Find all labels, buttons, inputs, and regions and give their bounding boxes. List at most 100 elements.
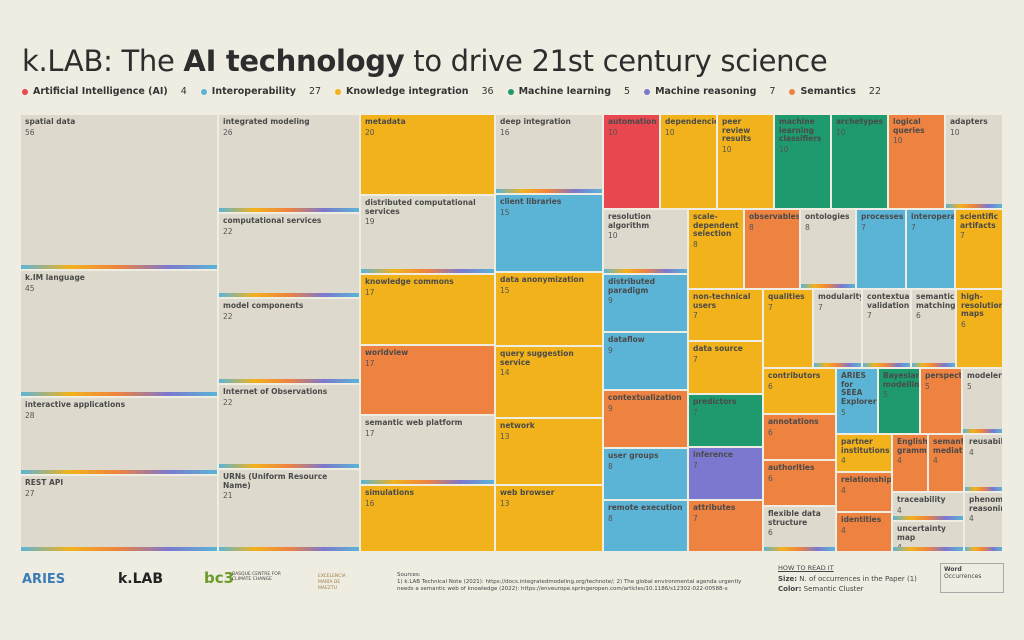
cell-value: 17 xyxy=(365,358,375,368)
cell-value: 7 xyxy=(818,302,823,312)
cell-value: 45 xyxy=(25,283,35,293)
treemap-cell: reusability4 xyxy=(964,434,1003,492)
cell-label: REST API 27 xyxy=(25,478,214,498)
legend-size: Size: N. of occurrences in the Paper (1) xyxy=(778,575,917,583)
title-part: k.LAB: The xyxy=(22,44,184,78)
text: Semantic Cluster xyxy=(803,585,864,593)
cell-name: user groups xyxy=(608,451,659,460)
treemap-cell: predictors 7 xyxy=(688,394,763,447)
legend-dot xyxy=(644,88,651,95)
cell-label: computational services 22 xyxy=(223,216,356,236)
key-occurrences: Occurrences xyxy=(944,573,982,580)
sources-heading: Sources: xyxy=(397,572,421,578)
cell-name: resolution algorithm xyxy=(608,212,651,230)
treemap-cell: flexible data structure 6 xyxy=(763,506,836,552)
logo-text: BASQUE CENTRE FOR CLIMATE CHANGE xyxy=(232,572,281,583)
cell-name: observables xyxy=(749,212,800,221)
cell-name: qualities xyxy=(768,292,805,301)
legend-dot xyxy=(200,88,207,95)
cell-label: Bayesian modelling5 xyxy=(883,371,919,400)
cell-label: high-resolution maps 6 xyxy=(961,292,1002,330)
treemap-cell: Internet of Observations 22 xyxy=(218,384,360,469)
cell-label: contributors 6 xyxy=(768,371,832,391)
treemap-cell: user groups 8 xyxy=(603,448,688,500)
cell-value: 17 xyxy=(365,287,375,297)
legend-count: 5 xyxy=(624,86,631,97)
cell-value: 28 xyxy=(25,410,35,420)
cell-value: 5 xyxy=(967,381,972,391)
cell-name: semantic mediation xyxy=(933,437,964,455)
cell-label: web browser 13 xyxy=(500,488,599,508)
cell-value: 4 xyxy=(969,514,974,524)
legend-dot xyxy=(507,88,514,95)
cell-label: data anonymization 15 xyxy=(500,275,599,295)
cell-value: 7 xyxy=(693,460,698,470)
cell-value: 7 xyxy=(861,222,866,232)
cell-value: 21 xyxy=(223,491,233,501)
cell-value: 16 xyxy=(365,498,375,508)
cell-value: 6 xyxy=(768,427,773,437)
cell-label: semantic mediation4 xyxy=(933,437,963,466)
treemap-cell: URNs (Uniform Resource Name) 21 xyxy=(218,469,360,552)
cell-value: 22 xyxy=(223,311,233,321)
legend-item: Knowledge integration 36 xyxy=(335,86,494,97)
cell-value: 7 xyxy=(693,354,698,364)
cell-name: computational services xyxy=(223,216,322,225)
cluster-strip xyxy=(965,547,1002,551)
cell-label: predictors 7 xyxy=(693,397,759,417)
cell-name: ontologies xyxy=(805,212,850,221)
cell-name: spatial data xyxy=(25,117,76,126)
legend-name: Artificial Intelligence (AI) xyxy=(33,86,168,97)
treemap-cell: peer review results 10 xyxy=(717,114,774,209)
cluster-strip xyxy=(361,269,494,273)
cluster-strip xyxy=(219,379,359,383)
cell-name: English grammar xyxy=(897,437,928,455)
cell-value: 6 xyxy=(916,311,921,321)
treemap-cell: scientific artifacts 7 xyxy=(955,209,1003,289)
cell-name: reusability xyxy=(969,437,1003,446)
cluster-strip xyxy=(946,204,1002,208)
treemap-cell: semantic mediation4 xyxy=(928,434,964,492)
cell-value: 6 xyxy=(768,381,773,391)
treemap-cell: ontologies 8 xyxy=(800,209,856,289)
treemap-cell: partner institutions 4 xyxy=(836,434,892,472)
cell-name: simulations xyxy=(365,488,414,497)
treemap-cell: REST API 27 xyxy=(20,475,218,552)
cell-value: 9 xyxy=(608,296,613,306)
chart-title: k.LAB: The AI technology to drive 21st c… xyxy=(22,44,828,78)
cell-name: processes xyxy=(861,212,904,221)
cell-value: 7 xyxy=(693,513,698,523)
cluster-strip xyxy=(219,293,359,297)
logo-text: EXCELENCIA MARÍA DE MAEZTU xyxy=(318,574,346,591)
cell-label: partner institutions 4 xyxy=(841,437,890,466)
cell-label: semantic web platform 17 xyxy=(365,418,491,438)
logo: ARIES xyxy=(22,572,66,587)
cluster-strip xyxy=(219,464,359,468)
cell-value: 19 xyxy=(365,217,375,227)
cell-label: inference 7 xyxy=(693,450,759,470)
cell-label: spatial data 56 xyxy=(25,117,214,137)
cell-value: 14 xyxy=(500,368,510,378)
treemap-cell: Bayesian modelling5 xyxy=(878,368,920,434)
cell-label: remote execution 8 xyxy=(608,503,684,523)
cell-label: dataflow 9 xyxy=(608,335,684,355)
cell-name: URNs (Uniform Resource Name) xyxy=(223,472,328,490)
text: N. of occurrences in the Paper (1) xyxy=(799,575,917,583)
cell-value: 16 xyxy=(500,127,510,137)
cell-name: uncertainty map xyxy=(897,524,946,542)
legend-name: Machine reasoning xyxy=(655,86,757,97)
cell-name: contextual validation xyxy=(867,292,911,310)
cell-name: Internet of Observations xyxy=(223,387,328,396)
treemap-cell: network 13 xyxy=(495,418,603,485)
cell-name: phenomenological reasoning xyxy=(969,495,1003,513)
cell-label: phenomenological reasoning4 xyxy=(969,495,1002,524)
cell-value: 13 xyxy=(500,431,510,441)
cell-value: 9 xyxy=(608,403,613,413)
cell-label: simulations 16 xyxy=(365,488,491,508)
cell-label: URNs (Uniform Resource Name) 21 xyxy=(223,472,356,501)
cell-label: qualities 7 xyxy=(768,292,809,312)
cell-label: authorities 6 xyxy=(768,463,832,483)
cell-label: distributed paradigm 9 xyxy=(608,277,684,306)
label: Size: xyxy=(778,575,798,583)
